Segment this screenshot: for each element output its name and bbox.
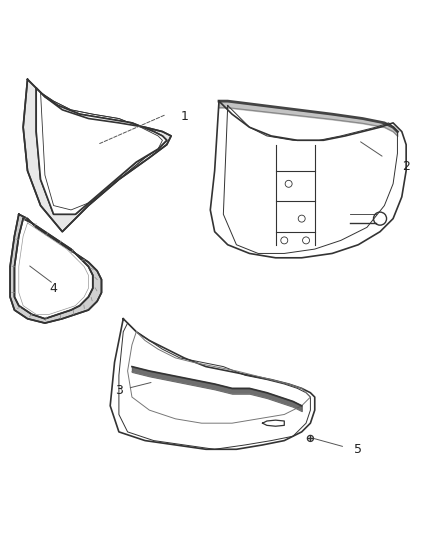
Polygon shape bbox=[10, 214, 102, 323]
Polygon shape bbox=[23, 79, 171, 232]
Text: 4: 4 bbox=[49, 282, 57, 295]
Polygon shape bbox=[36, 88, 167, 214]
Text: 3: 3 bbox=[115, 384, 123, 397]
Text: 5: 5 bbox=[354, 443, 362, 456]
Text: 1: 1 bbox=[180, 110, 188, 123]
Text: 2: 2 bbox=[402, 160, 410, 173]
Polygon shape bbox=[14, 219, 93, 319]
